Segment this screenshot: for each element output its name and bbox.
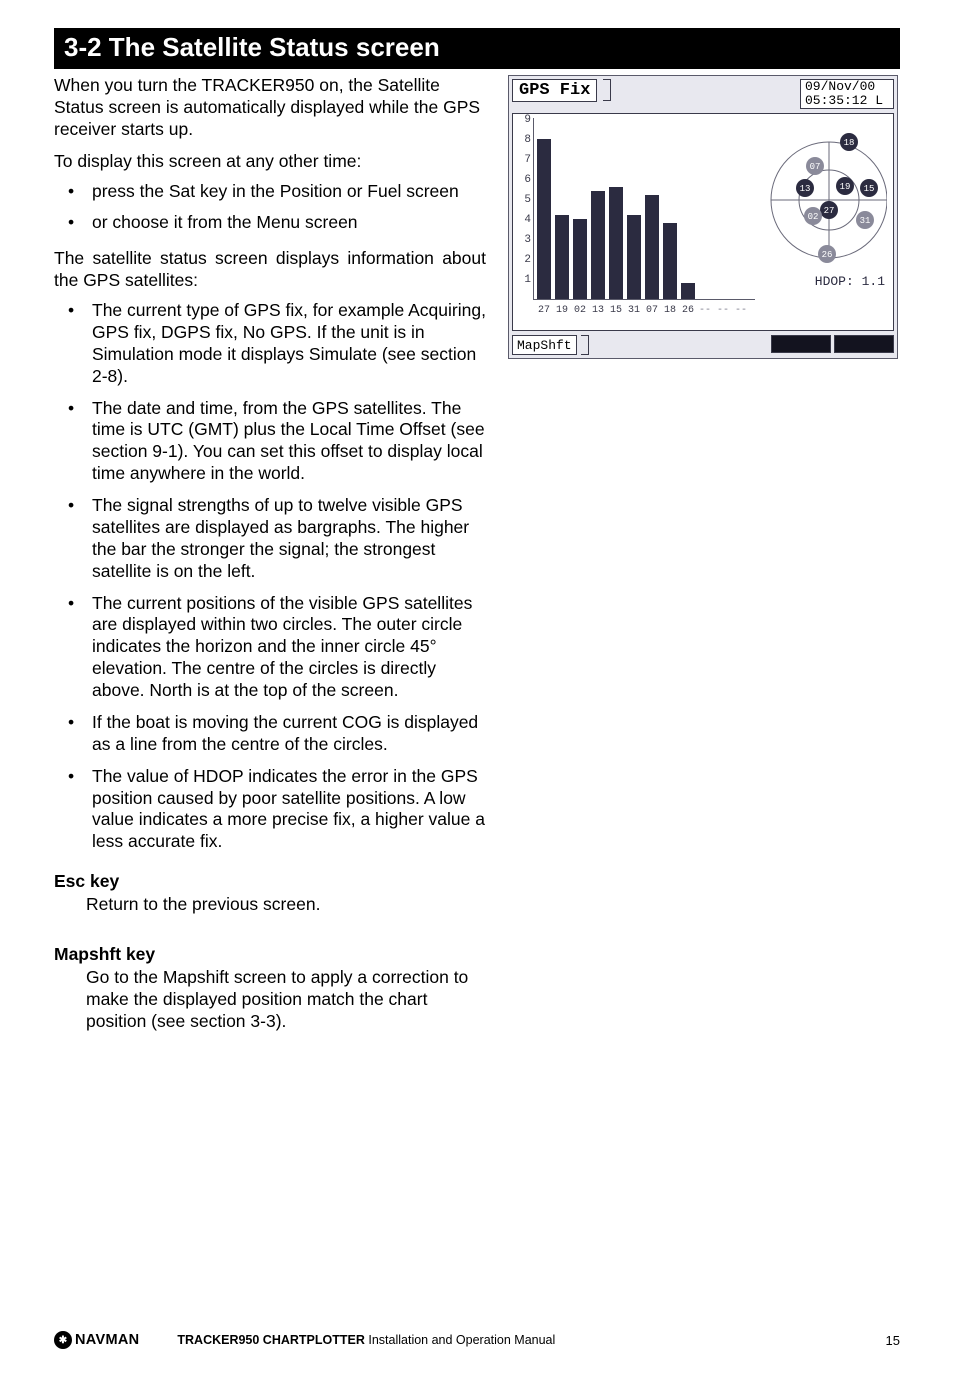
y-tick-label: 6 (519, 174, 531, 186)
y-tick-label: 4 (519, 214, 531, 226)
mapshft-tab-stub (581, 335, 589, 355)
signal-bar (645, 195, 659, 299)
info-intro: The satellite status screen displays inf… (54, 248, 486, 292)
satellite-marker: 31 (856, 211, 874, 229)
gps-status-panel: 987654321271902131531071826------ 180713… (512, 113, 894, 331)
footer-title-bold: TRACKER950 CHARTPLOTTER (177, 1333, 365, 1347)
hdop-readout: HDOP: 1.1 (815, 274, 885, 289)
display-bullet-item: press the Sat key in the Position or Fue… (54, 181, 486, 203)
satellite-marker: 18 (840, 133, 858, 151)
signal-bar-label: 31 (625, 305, 643, 316)
mapshft-key-body: Go to the Mapshift screen to apply a cor… (54, 967, 486, 1033)
signal-bar (555, 215, 569, 299)
section-header: 3-2 The Satellite Status screen (54, 28, 900, 69)
page-footer: ✱ NAVMAN TRACKER950 CHARTPLOTTER Install… (54, 1331, 900, 1349)
intro-paragraph-2: To display this screen at any other time… (54, 151, 486, 173)
right-column: GPS Fix 09/Nov/00 05:35:12 L 9 8 7 6 5 4 3 2 1 27… (508, 75, 900, 1033)
y-tick-label: 3 (519, 234, 531, 246)
signal-bar-label: 07 (643, 305, 661, 316)
satellite-marker: 15 (860, 179, 878, 197)
y-tick-label: 9 (519, 114, 531, 126)
y-tick-label: 5 (519, 194, 531, 206)
svg-text:13: 13 (800, 184, 811, 194)
display-bullet-item: or choose it from the Menu screen (54, 212, 486, 234)
signal-bar (663, 223, 677, 299)
signal-bar-label: 02 (571, 305, 589, 316)
svg-text:02: 02 (808, 212, 819, 222)
satellite-marker: 27 (820, 201, 838, 219)
signal-bar (537, 139, 551, 299)
svg-text:19: 19 (840, 182, 851, 192)
sky-plot: 18 07 13 19 15 27 02 31 26 (757, 120, 887, 300)
svg-text:27: 27 (824, 206, 835, 216)
mapshft-button[interactable]: MapShft (512, 335, 577, 355)
signal-bargraph: 987654321271902131531071826------ (517, 118, 755, 318)
footer-title-rest: Installation and Operation Manual (365, 1333, 555, 1347)
info-bullet-item: The current positions of the visible GPS… (54, 593, 486, 702)
signal-bar-label: 27 (535, 305, 553, 316)
signal-bar (609, 187, 623, 299)
satellite-marker: 02 (804, 207, 822, 225)
signal-bar-label: 15 (607, 305, 625, 316)
y-tick-label: 2 (519, 254, 531, 266)
gps-fix-label: GPS Fix (512, 79, 597, 102)
svg-text:15: 15 (864, 184, 875, 194)
page-number: 15 (886, 1333, 900, 1348)
info-bullet-item: If the boat is moving the current COG is… (54, 712, 486, 756)
esc-key-body: Return to the previous screen. (54, 894, 486, 916)
time-line: 05:35:12 L (805, 94, 889, 108)
svg-text:31: 31 (860, 216, 871, 226)
fix-tab-stub (603, 79, 611, 101)
y-axis (533, 118, 534, 300)
satellite-marker: 13 (796, 179, 814, 197)
mapshft-key-heading: Mapshft key (54, 944, 486, 965)
brand-name: NAVMAN (75, 1332, 139, 1348)
footer-title: TRACKER950 CHARTPLOTTER Installation and… (177, 1333, 555, 1347)
datetime-box: 09/Nov/00 05:35:12 L (800, 79, 894, 109)
screenshot-frame: GPS Fix 09/Nov/00 05:35:12 L 9 8 7 6 5 4 3 2 1 27… (508, 75, 898, 359)
info-bullet-item: The signal strengths of up to twelve vis… (54, 495, 486, 583)
satellite-marker: 19 (836, 177, 854, 195)
empty-slot-dash: -- (717, 305, 729, 316)
date-line: 09/Nov/00 (805, 80, 889, 94)
svg-text:07: 07 (810, 162, 821, 172)
blank-tab (771, 335, 831, 353)
svg-text:26: 26 (822, 250, 833, 260)
x-axis (533, 299, 755, 300)
satellite-marker: 07 (806, 157, 824, 175)
signal-bar (591, 191, 605, 299)
softkey-blank-tabs (771, 335, 894, 355)
empty-slot-dash: -- (735, 305, 747, 316)
signal-bar-label: 13 (589, 305, 607, 316)
signal-bar (627, 215, 641, 299)
y-tick-label: 1 (519, 274, 531, 286)
info-bullet-item: The current type of GPS fix, for example… (54, 300, 486, 388)
y-tick-label: 8 (519, 134, 531, 146)
intro-paragraph-1: When you turn the TRACKER950 on, the Sat… (54, 75, 486, 141)
left-column: When you turn the TRACKER950 on, the Sat… (54, 75, 486, 1033)
info-bullet-list: The current type of GPS fix, for example… (54, 300, 486, 853)
satellite-marker: 26 (818, 245, 836, 263)
brand-mark-icon: ✱ (54, 1331, 72, 1349)
svg-text:18: 18 (844, 138, 855, 148)
info-bullet-item: The date and time, from the GPS satellit… (54, 398, 486, 486)
signal-bar-label: 18 (661, 305, 679, 316)
empty-slot-dash: -- (699, 305, 711, 316)
y-tick-label: 7 (519, 154, 531, 166)
signal-bar (681, 283, 695, 299)
signal-bar-label: 19 (553, 305, 571, 316)
display-bullet-list: press the Sat key in the Position or Fue… (54, 181, 486, 235)
signal-bar-label: 26 (679, 305, 697, 316)
signal-bar (573, 219, 587, 299)
esc-key-heading: Esc key (54, 871, 486, 892)
blank-tab (834, 335, 894, 353)
info-bullet-item: The value of HDOP indicates the error in… (54, 766, 486, 854)
